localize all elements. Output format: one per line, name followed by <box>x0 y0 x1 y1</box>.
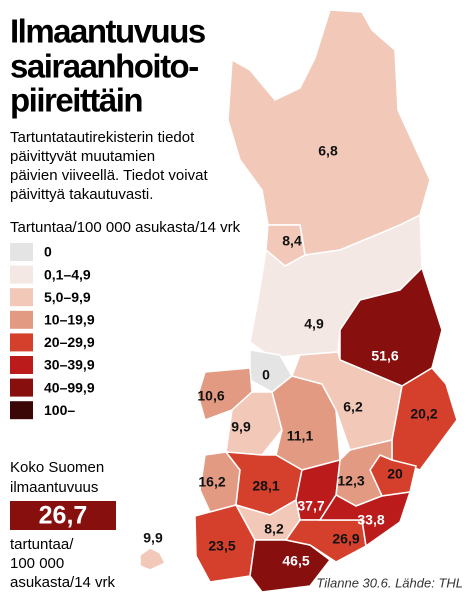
region-label: 9,9 <box>231 419 251 435</box>
legend-title: Tartuntaa/100 000 asukasta/14 vrk <box>10 219 241 236</box>
total-value: 26,7 <box>39 502 88 530</box>
region-label: 23,5 <box>208 538 235 554</box>
legend-swatch <box>10 333 33 352</box>
title-line: Ilmaantuvuus <box>10 13 205 50</box>
region-label: 26,9 <box>332 531 359 547</box>
legend-swatch <box>10 310 33 329</box>
region-label: 8,4 <box>282 233 302 249</box>
region-label: 46,5 <box>282 553 309 569</box>
legend-swatch <box>10 401 33 420</box>
region-label: 0 <box>262 367 270 383</box>
total-label: Koko Suomen <box>10 459 104 476</box>
legend: 0 0,1–4,9 5,0–9,9 10–19,9 20–29,9 30–39,9 40–9… <box>10 243 95 420</box>
region-label: 51,6 <box>371 348 398 364</box>
legend-label: 40–99,9 <box>44 379 95 395</box>
intro-line: Tartuntatautirekisterin tiedot <box>10 129 195 146</box>
region-label: 33,8 <box>357 512 384 528</box>
legend-swatch <box>10 265 33 284</box>
total-unit: tartuntaa/ <box>10 536 74 553</box>
total-unit: 100 000 <box>10 555 64 572</box>
total-box <box>10 501 116 530</box>
source: Tilanne 30.6. Lähde: THL <box>316 575 463 590</box>
region <box>318 491 412 548</box>
legend-swatch <box>10 243 33 261</box>
region-label: 9,9 <box>143 530 163 546</box>
region-label: 12,3 <box>337 473 364 489</box>
legend-swatch <box>10 356 33 374</box>
region-label: 16,2 <box>198 474 225 490</box>
intro-line: päivittyä takautuvasti. <box>10 186 153 203</box>
legend-swatch <box>10 288 33 307</box>
total-label: ilmaantuvuus <box>10 479 98 496</box>
legend-label: 20–29,9 <box>44 334 95 350</box>
region-label: 6,8 <box>318 143 338 159</box>
legend-label: 0 <box>44 244 52 260</box>
region-label: 6,2 <box>343 399 363 415</box>
region-label: 4,9 <box>304 316 324 332</box>
region-label: 10,6 <box>197 388 224 404</box>
legend-label: 100– <box>44 402 75 418</box>
legend-label: 5,0–9,9 <box>44 289 91 305</box>
legend-label: 10–19,9 <box>44 312 95 328</box>
region-label: 11,1 <box>287 428 314 444</box>
region-label: 20,2 <box>410 406 437 422</box>
title-line: sairaanhoito- <box>10 48 198 85</box>
title-line: piireittäin <box>10 82 142 119</box>
legend-swatch <box>10 378 33 397</box>
legend-label: 30–39,9 <box>44 357 95 373</box>
region <box>139 547 167 571</box>
map: 6,8 8,4 4,9 51,6 0 10,6 9,9 11,1 6,2 20,2 20 12,3 16… <box>139 9 458 593</box>
total-unit: asukasta/14 vrk <box>10 574 116 591</box>
region-label: 28,1 <box>252 478 279 494</box>
region-label: 20 <box>387 466 403 482</box>
region-label: 37,7 <box>297 498 324 514</box>
legend-label: 0,1–4,9 <box>44 266 91 282</box>
region-label: 8,2 <box>264 521 284 537</box>
intro-line: päivittyvät muutamien <box>10 148 155 165</box>
intro-line: päivien viiveellä. Tiedot voivat <box>10 167 208 184</box>
